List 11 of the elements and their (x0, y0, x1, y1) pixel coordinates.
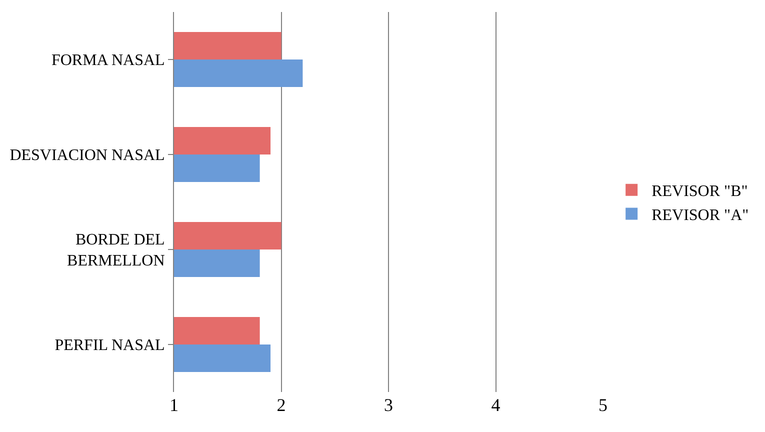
y-tick-label: DESVIACION NASAL (10, 147, 165, 164)
x-tick-label: 2 (276, 395, 286, 415)
legend-label: REVISOR "B" (652, 183, 748, 200)
x-tick-label: 4 (491, 395, 500, 415)
y-tick-label: BORDE DEL BERMELLON (67, 232, 166, 270)
y-tick-label: PERFIL NASAL (54, 337, 165, 354)
y-tick-label: FORMA NASAL (51, 52, 165, 70)
x-tick-label: 1 (170, 395, 178, 415)
x-tick-label: 5 (598, 395, 608, 415)
legend-label: REVISOR "A" (652, 206, 749, 224)
x-tick-label: 3 (384, 395, 393, 415)
